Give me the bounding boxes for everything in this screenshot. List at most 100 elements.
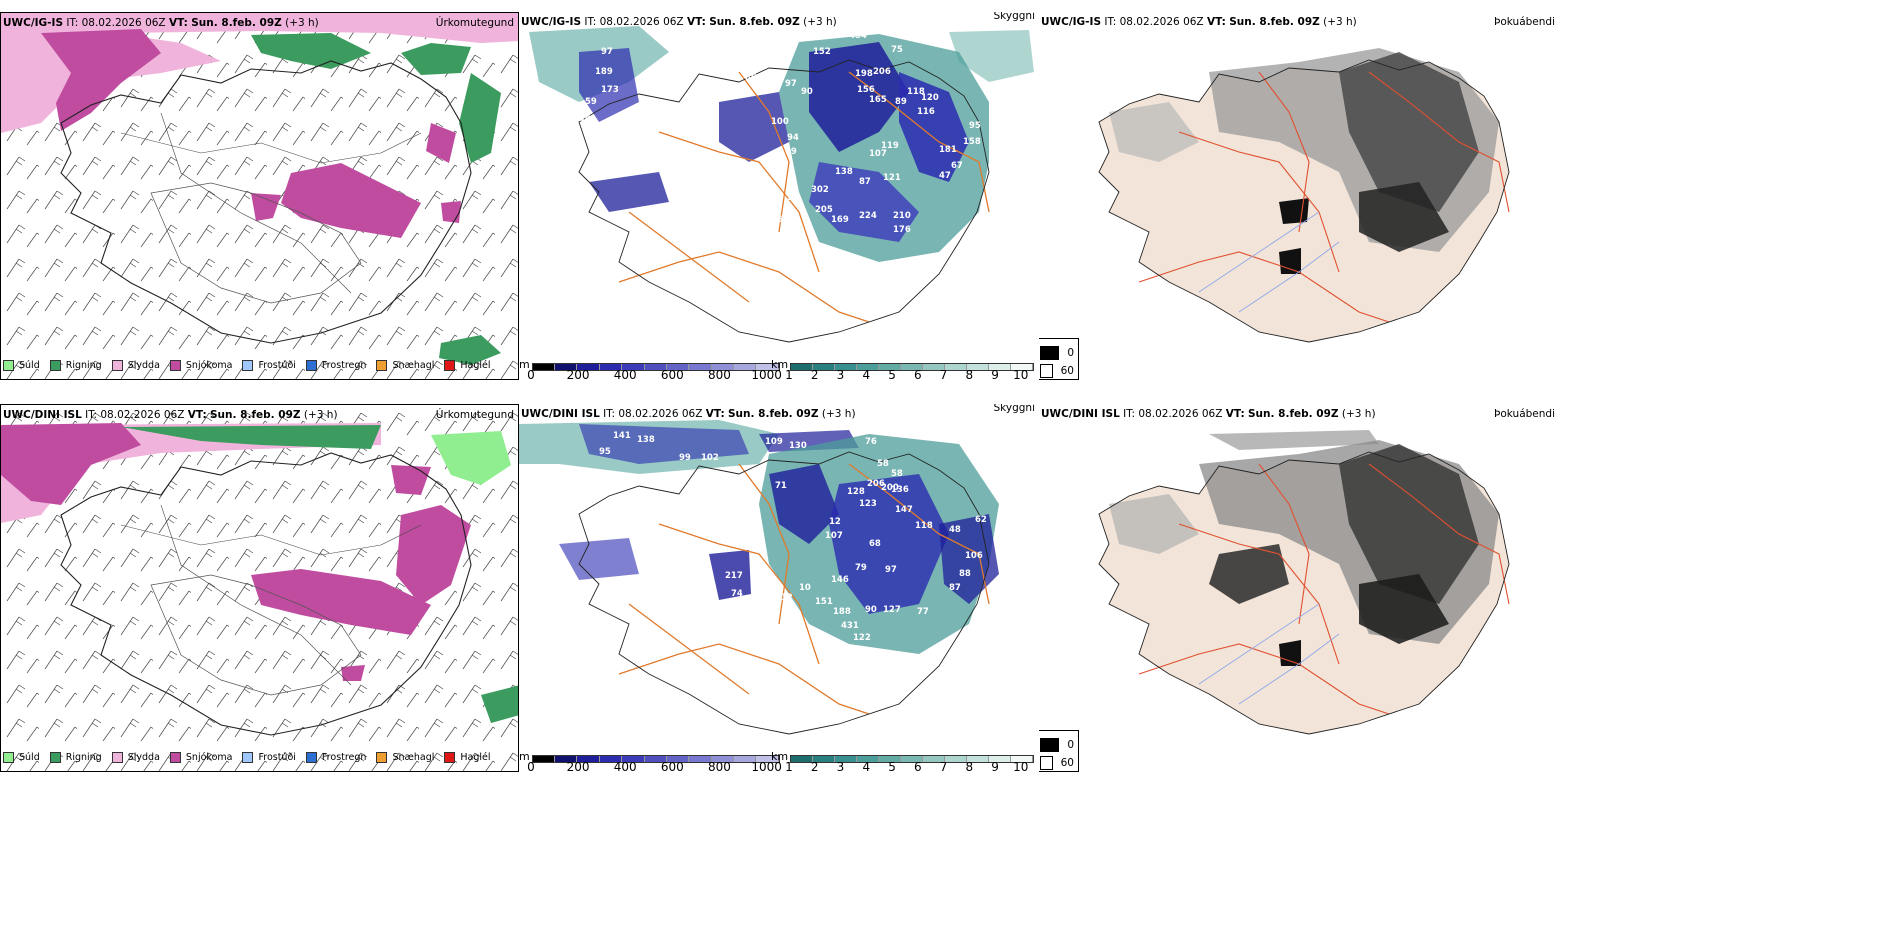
colorbar-swatch xyxy=(644,756,667,762)
colorbar-tick-label: 8 xyxy=(965,368,974,380)
cloud-label: 76 xyxy=(865,437,877,447)
cloud-label: 10 xyxy=(799,583,811,593)
cloud-label: 302 xyxy=(811,185,829,195)
cloud-label: 118 xyxy=(907,87,925,97)
colorbar-tick-label: 600 xyxy=(660,368,684,380)
fog-legend-top: 0 xyxy=(1067,347,1074,359)
fog-legend-bottom: 60 xyxy=(1060,757,1074,769)
cloud-label: 90 xyxy=(801,87,813,97)
colorbar-swatch xyxy=(756,364,779,370)
model-name: UWC/DINI ISL xyxy=(1041,408,1120,420)
cloud-label: 74 xyxy=(731,589,743,599)
legend-item-snow-pellets: Snæhagl xyxy=(376,359,434,371)
precip-type-panel-row2: UWC/DINI ISL IT: 08.02.2026 06Z VT: Sun.… xyxy=(0,404,519,772)
fog-map xyxy=(1098,430,1510,735)
colorbar-tick-label: 200 xyxy=(566,760,590,772)
colorbar-swatch xyxy=(733,364,757,370)
init-time: 08.02.2026 06Z xyxy=(81,17,166,29)
colorbar-unit: m xyxy=(519,358,530,371)
cloud-label: 95 xyxy=(969,121,981,131)
colorbar-swatch xyxy=(666,364,690,370)
colorbar-ticks: 1 2 3 4 5 6 7 8 9 10 xyxy=(785,760,1033,772)
cloud-label: 69 xyxy=(785,147,797,157)
colorbar-tick-label: 200 xyxy=(566,368,590,380)
legend-item-hail: Haglél xyxy=(444,751,491,763)
legend-item-rain: Rigning xyxy=(49,359,102,371)
colorbar-swatch xyxy=(901,364,924,370)
colorbar-tick-label: 3 xyxy=(836,760,845,772)
cloud-label: 88 xyxy=(959,569,971,579)
legend-item-snow: Snjókoma xyxy=(169,359,232,371)
colorbar-unit: m xyxy=(519,750,530,763)
model-name: UWC/IG-IS xyxy=(3,17,64,29)
lead-time: (+3 h) xyxy=(803,16,837,28)
cloud-label: 58 xyxy=(877,459,889,469)
legend-item-sleet: Slydda xyxy=(111,359,160,371)
legend-item-freezing-drizzle: Frostúði xyxy=(242,359,296,371)
vt-label: VT: xyxy=(1206,16,1226,28)
colorbar-tick-label: 400 xyxy=(613,760,637,772)
colorbar-swatch xyxy=(555,756,578,762)
cloud-label: 127 xyxy=(883,605,901,615)
colorbar-swatch xyxy=(711,756,734,762)
panel-header: UWC/DINI ISL IT: 08.02.2026 06Z VT: Sun.… xyxy=(3,409,514,425)
valid-time: Sun. 8.feb. 09Z xyxy=(191,17,282,29)
cloud-label: 122 xyxy=(853,633,871,643)
colorbar-swatch xyxy=(989,364,1012,370)
colorbar-tick-label: 8 xyxy=(965,760,974,772)
cloud-label: 205 xyxy=(815,205,833,215)
panel-header: UWC/IG-IS IT: 08.02.2026 06Z VT: Sun. 8.… xyxy=(1041,16,1555,32)
cloud-label: 173 xyxy=(601,85,619,95)
cloud-label: 210 xyxy=(893,211,911,221)
init-time: 08.02.2026 06Z xyxy=(100,409,185,421)
cloud-label: 198 xyxy=(855,69,873,79)
colorbar-tick-label: 1 xyxy=(785,368,793,380)
panel-title: Þokuábendi xyxy=(1494,408,1555,420)
colorbar-ticks: 0 200 400 600 800 1000 xyxy=(527,368,782,380)
cloud-label: 189 xyxy=(595,67,613,77)
cloud-label: 138 xyxy=(637,435,655,445)
cloud-label: 128 xyxy=(847,487,865,497)
colorbar-unit: km xyxy=(771,358,789,371)
cloud-label: 99 xyxy=(679,453,691,463)
cloud-label: 97 xyxy=(601,47,613,57)
fog-legend-bottom: 60 xyxy=(1060,365,1074,377)
colorbar-swatch xyxy=(945,364,968,370)
colorbar-tick-label: 10 xyxy=(1013,760,1029,772)
cloud-label: 109 xyxy=(765,437,783,447)
colorbar-swatch xyxy=(791,364,814,370)
legend-item-freezing-drizzle: Frostúði xyxy=(242,751,296,763)
cloud-label: 97 xyxy=(785,79,797,89)
fog-legend-top: 0 xyxy=(1067,739,1074,751)
cloud-label: 71 xyxy=(775,481,787,491)
visibility-colorbar: km 1 2 3 4 5 6 7 8 9 10 xyxy=(771,358,1035,380)
cloud-label: 206 xyxy=(873,67,891,77)
cloud-label: 186 xyxy=(719,189,737,199)
panel-title: Úrkomutegund xyxy=(435,17,514,29)
cloud-label: 77 xyxy=(917,607,929,617)
colorbar-tick-label: 9 xyxy=(991,368,999,380)
cloud-label: 431 xyxy=(841,621,859,631)
colorbar-swatch xyxy=(532,364,556,370)
colorbar-swatch xyxy=(879,756,902,762)
fog-legend: 0 60 xyxy=(1039,730,1079,772)
fog-map xyxy=(1098,48,1510,343)
cloud-label: 141 xyxy=(613,431,631,441)
colorbar-swatch xyxy=(689,364,712,370)
cloud-label: 62 xyxy=(975,515,987,525)
colorbar-swatch xyxy=(835,756,858,762)
colorbar-swatch xyxy=(1011,756,1034,762)
lead-time: (+3 h) xyxy=(303,409,338,421)
colorbar-swatch xyxy=(555,364,578,370)
colorbar-swatch xyxy=(901,756,924,762)
valid-time: Sun. 8.feb. 09Z xyxy=(210,409,301,421)
it-label: IT: xyxy=(85,409,98,421)
colorbar-swatch xyxy=(711,364,734,370)
cloud-map: 97 189 173 59 46 86 97 90 152 484 75 156… xyxy=(529,26,1034,343)
cloud-label: 112 xyxy=(775,593,793,603)
cloud-label: 118 xyxy=(915,521,933,531)
cloud-visibility-panel-row2: UWC/DINI ISL IT: 08.02.2026 06Z VT: Sun.… xyxy=(519,404,1039,772)
colorbar-swatch xyxy=(967,756,990,762)
vt-label: VT: xyxy=(705,408,725,420)
it-label: IT: xyxy=(584,16,597,28)
